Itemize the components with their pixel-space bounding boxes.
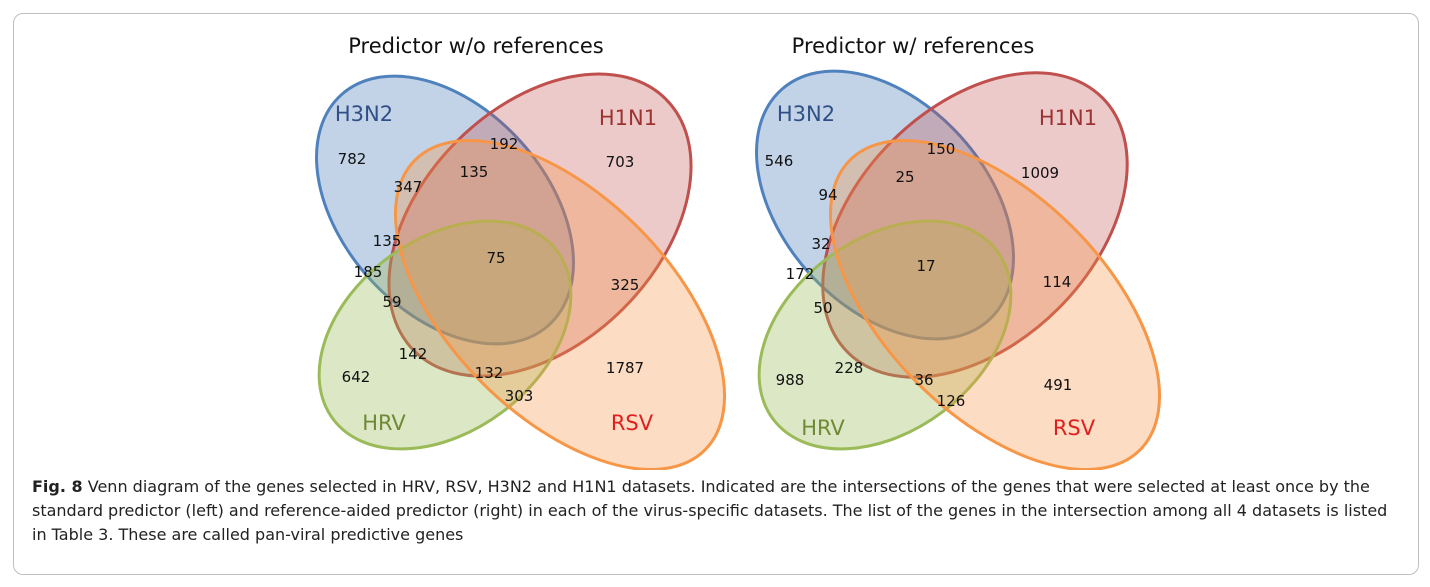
set-rsv-ellipse (828, 138, 1162, 470)
region-count: 988 (776, 371, 805, 389)
caption-label: Fig. 8 (32, 477, 83, 496)
region-count: 17 (916, 257, 935, 275)
region-count: 132 (475, 364, 504, 382)
region-count: 114 (1043, 273, 1072, 291)
region-count: 303 (505, 387, 534, 405)
set-label-h1n1: H1N1 (599, 106, 657, 130)
region-count: 25 (895, 168, 914, 186)
region-count: 347 (394, 178, 423, 196)
caption-text: Venn diagram of the genes selected in HR… (32, 477, 1388, 544)
venn-panel-left: Predictor w/o references H3N2 H1N1 HRV R… (315, 34, 727, 470)
region-count: 172 (786, 265, 815, 283)
region-count: 192 (490, 135, 519, 153)
figure-caption: Fig. 8 Venn diagram of the genes selecte… (32, 475, 1402, 547)
region-count: 94 (818, 186, 837, 204)
region-count: 703 (606, 153, 635, 171)
region-count: 59 (382, 293, 401, 311)
set-label-rsv: RSV (1053, 416, 1096, 440)
region-count: 135 (373, 232, 402, 250)
region-count: 546 (765, 152, 794, 170)
figure-frame (13, 13, 1419, 575)
region-count: 150 (927, 140, 956, 158)
region-count: 126 (937, 392, 966, 410)
region-count: 142 (399, 345, 428, 363)
region-count: 1787 (606, 359, 644, 377)
panel-title: Predictor w/o references (348, 34, 603, 58)
set-label-hrv: HRV (801, 416, 845, 440)
venn-diagrams: Predictor w/o references H3N2 H1N1 HRV R… (315, 34, 1162, 470)
region-count: 325 (611, 276, 640, 294)
panel-title: Predictor w/ references (792, 34, 1035, 58)
set-label-hrv: HRV (362, 411, 406, 435)
set-hrv-ellipse (757, 219, 1013, 451)
set-label-h1n1: H1N1 (1039, 106, 1097, 130)
set-label-rsv: RSV (611, 411, 654, 435)
region-count: 1009 (1021, 164, 1059, 182)
region-count: 50 (813, 299, 832, 317)
region-count: 36 (914, 371, 933, 389)
set-h3n2-ellipse (315, 74, 575, 346)
region-count: 185 (354, 263, 383, 281)
region-count: 228 (835, 359, 864, 377)
set-label-h3n2: H3N2 (777, 102, 835, 126)
region-count: 642 (342, 368, 371, 386)
region-count: 32 (811, 235, 830, 253)
region-count: 782 (338, 150, 367, 168)
venn-panel-right: Predictor w/ references H3N2 H1N1 HRV RS… (755, 34, 1162, 470)
region-count: 491 (1044, 376, 1073, 394)
set-label-h3n2: H3N2 (335, 102, 393, 126)
region-count: 135 (460, 163, 489, 181)
region-count: 75 (486, 249, 505, 267)
set-hrv-ellipse (317, 219, 573, 451)
set-rsv-ellipse (393, 138, 727, 470)
